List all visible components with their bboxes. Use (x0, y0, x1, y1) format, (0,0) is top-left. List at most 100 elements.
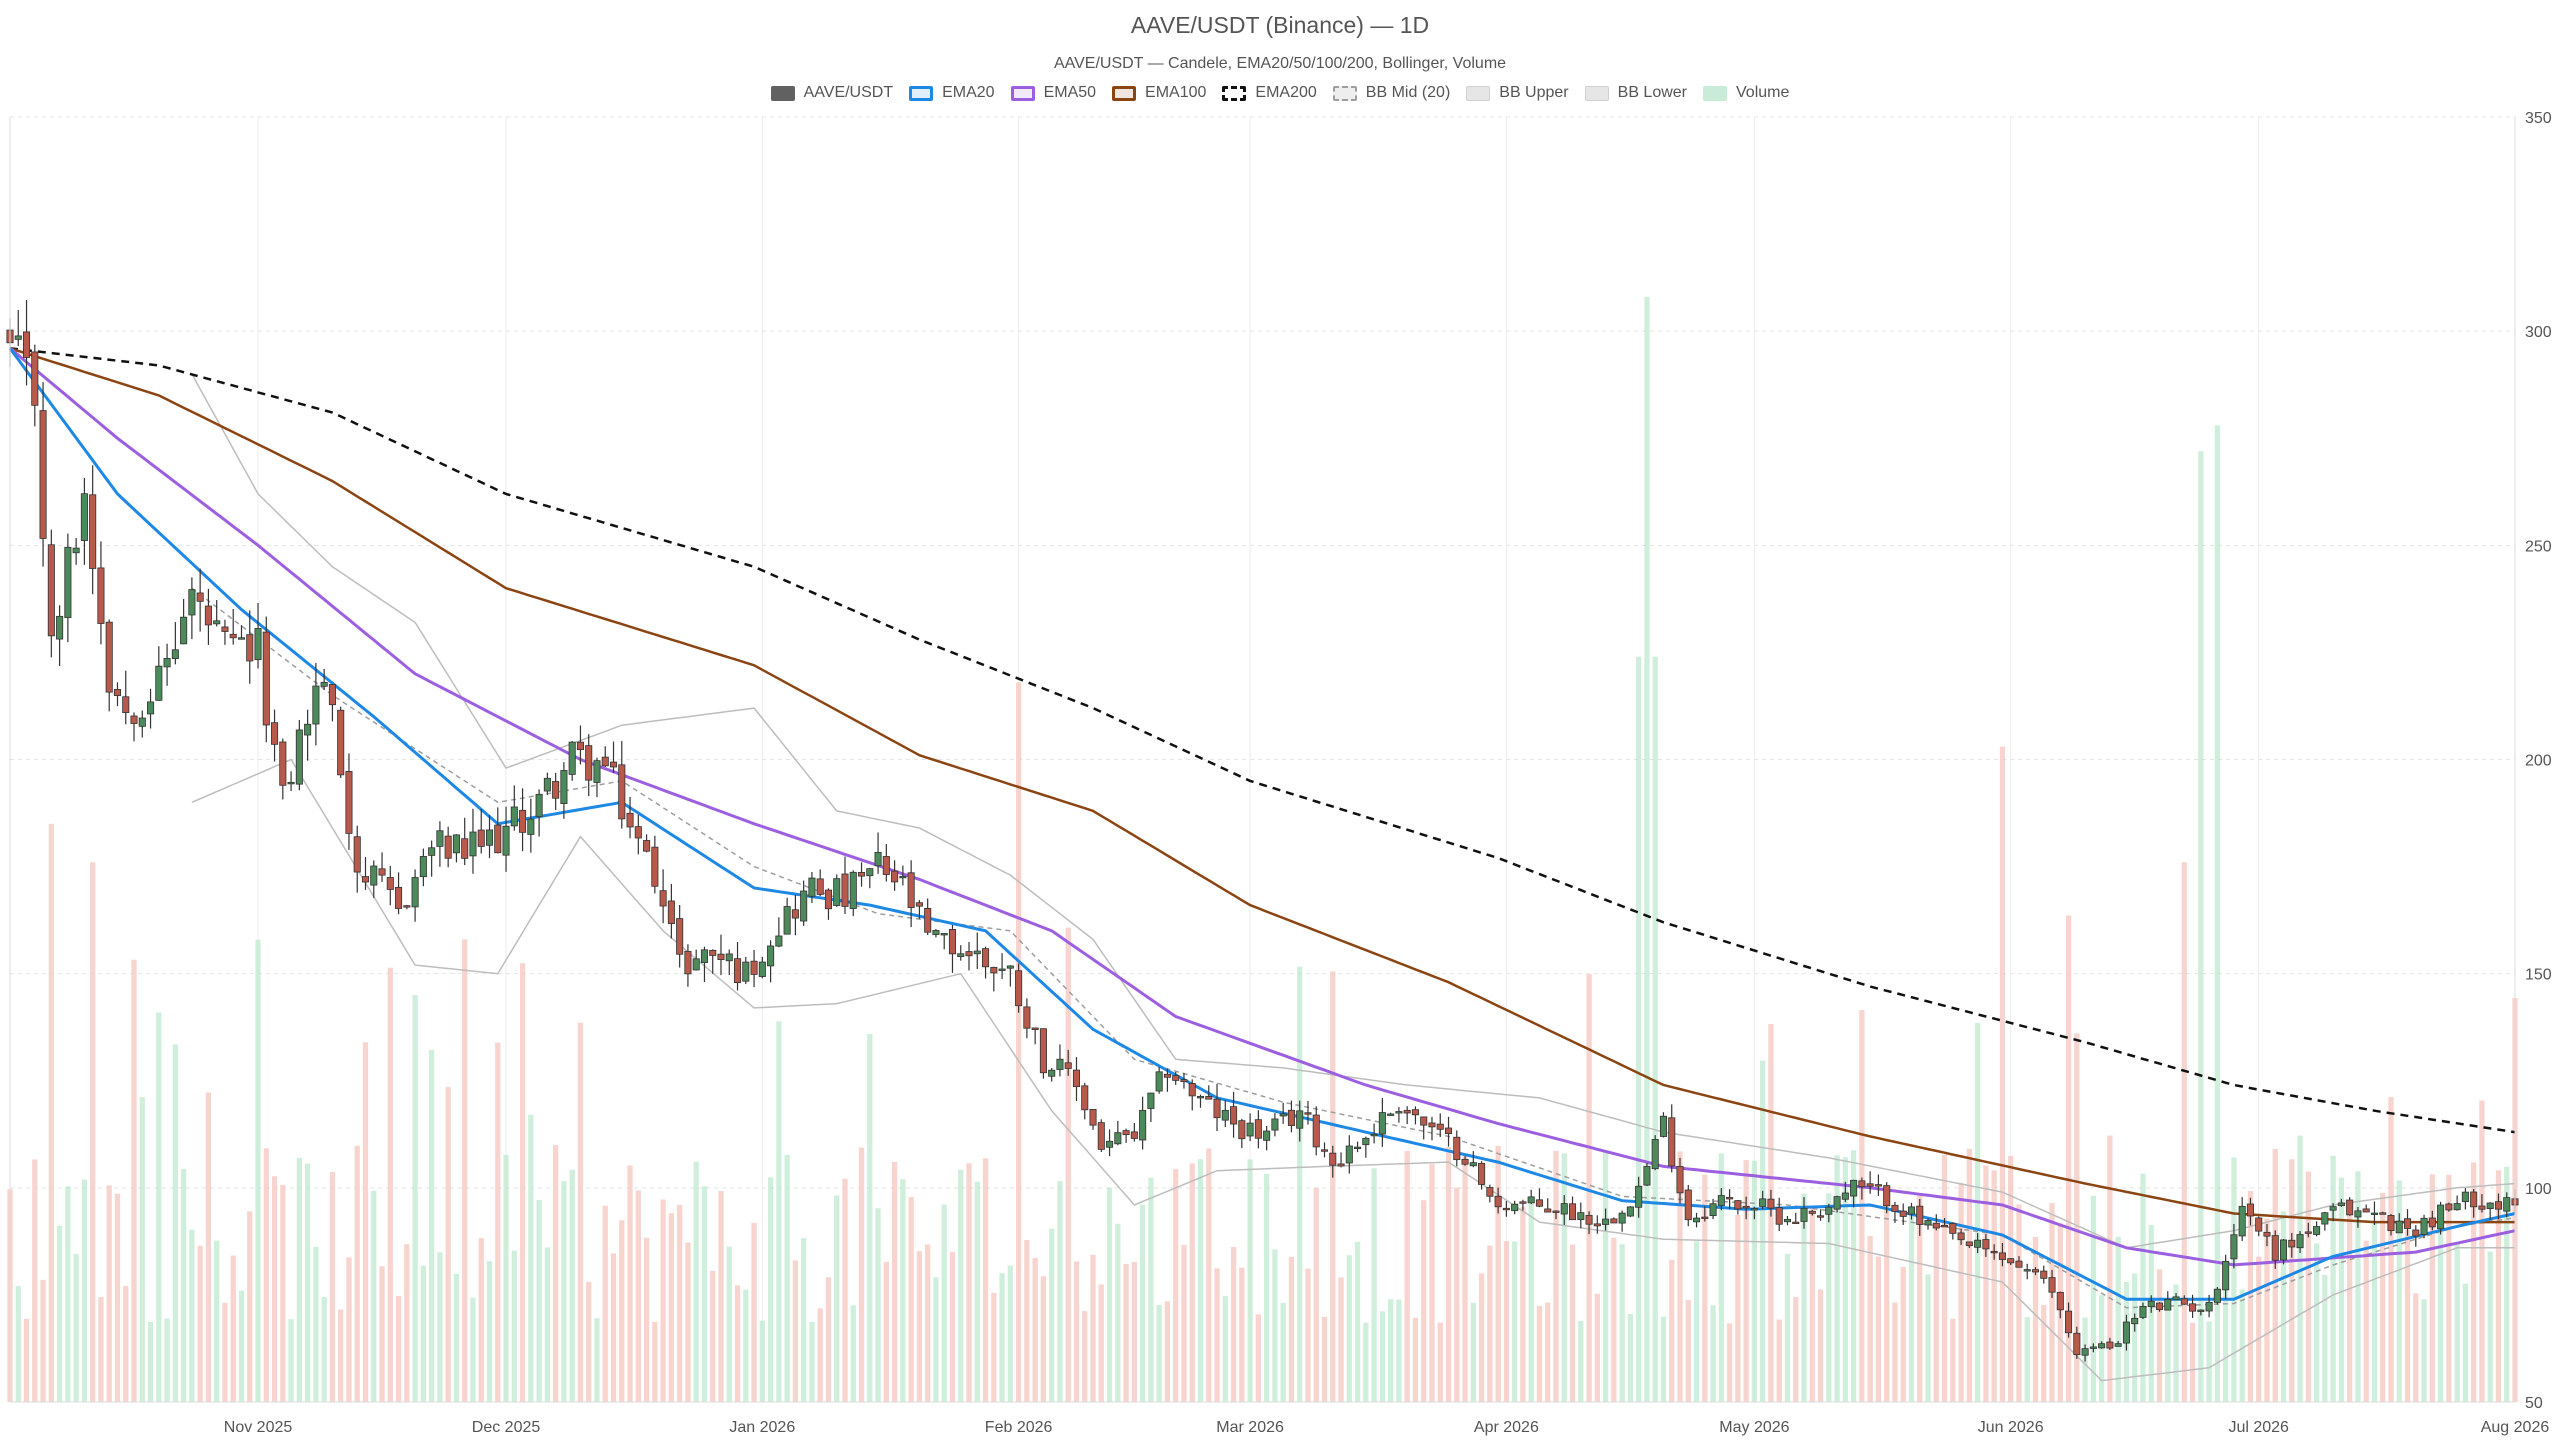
volume-bar (65, 1186, 71, 1402)
volume-bar (90, 862, 96, 1402)
volume-bar (825, 1277, 832, 1402)
candle-body (1337, 1163, 1345, 1167)
candle (47, 529, 55, 658)
candle-body (1519, 1201, 1527, 1204)
candle-body (2147, 1300, 2155, 1308)
candle-body (2073, 1332, 2081, 1355)
ema100-line (9, 347, 2515, 1224)
volume-bar (2380, 1192, 2386, 1402)
volume-bar (346, 1257, 352, 1402)
volume-bar (255, 939, 261, 1402)
volume-bar (1536, 1305, 1543, 1402)
candle-body (2503, 1197, 2511, 1212)
candle (1709, 1198, 1717, 1220)
candle (419, 848, 427, 887)
candle (1122, 1128, 1130, 1143)
candle (113, 682, 122, 707)
candle-body (1792, 1221, 1800, 1225)
axes: 50 100 150 200 250 300 350 Nov 2025 Dec 2025 Jan … (9, 110, 2552, 1436)
candle-body (1684, 1189, 1692, 1221)
candle (1941, 1217, 1949, 1228)
candle-body (1230, 1106, 1238, 1125)
candle-body (1511, 1203, 1519, 1212)
candle (2412, 1225, 2420, 1247)
legend-swatch-bbupper (1466, 85, 1491, 101)
volume-bar (1586, 974, 1592, 1402)
candle-body (1808, 1210, 1816, 1214)
candle (585, 734, 593, 797)
volume-bar (404, 1244, 410, 1402)
candle (1304, 1100, 1312, 1125)
volume-bar (395, 1295, 402, 1402)
candle (2461, 1188, 2469, 1210)
candle-body (2428, 1217, 2436, 1228)
volume-bar (2181, 862, 2187, 1402)
candle (2205, 1294, 2213, 1318)
candle-body (469, 831, 477, 857)
volume-bar (1983, 1165, 1989, 1402)
candle-body (899, 875, 907, 879)
candle-body (1320, 1149, 1329, 1152)
candle-body (2164, 1298, 2172, 1311)
volume-bar (1230, 1246, 1237, 1402)
candle (386, 865, 394, 906)
candle-body (1486, 1187, 1494, 1197)
candle (196, 568, 204, 632)
candle (2370, 1201, 2378, 1225)
candle-body (1172, 1075, 1180, 1081)
volume-bar (147, 1321, 154, 1402)
candle-body (2089, 1346, 2097, 1349)
candle-body (717, 953, 725, 961)
volume-bar (1941, 1154, 1948, 1402)
volume-bar (1148, 1177, 1154, 1402)
candle (1717, 1188, 1725, 1211)
candle-body (1461, 1158, 1469, 1165)
candle-body (1990, 1250, 1998, 1254)
candle-body (2478, 1205, 2486, 1210)
candle-body (1180, 1079, 1188, 1082)
volume-bar (577, 1022, 584, 1402)
volume-bar (1900, 1267, 1906, 1402)
candle (2122, 1314, 2130, 1351)
candle (1221, 1100, 1229, 1128)
candle (2321, 1211, 2329, 1231)
volume-bar (1057, 1181, 1063, 1402)
volume-bar (1892, 1302, 1898, 1402)
candle (1726, 1189, 1734, 1210)
candle (2040, 1265, 2048, 1284)
candle (915, 900, 923, 919)
volume-bar (362, 1042, 369, 1402)
candle (841, 856, 849, 914)
volume-bar (2223, 1270, 2229, 1402)
candle (1362, 1136, 1370, 1158)
volume-bar (2322, 1275, 2328, 1402)
legend-swatch-ema100 (1112, 85, 1137, 101)
candle (180, 598, 188, 645)
x-tick-label: Jan 2026 (729, 1419, 795, 1436)
candle (725, 949, 733, 976)
candle-body (1941, 1224, 1949, 1228)
candle-body (1602, 1218, 1610, 1225)
candle-body (1783, 1218, 1792, 1223)
volume-bar (726, 1246, 732, 1402)
chart-subtitle: AAVE/USDT — Candele, EMA20/50/100/200, B… (1053, 55, 1507, 72)
volume-bar (1826, 1193, 1832, 1402)
candle (750, 949, 758, 988)
legend-item-ema200: EMA200 (1222, 84, 1317, 102)
candle (2007, 1258, 2015, 1265)
volume-bar (1330, 971, 1336, 1402)
volume-bar (1404, 1150, 1410, 1402)
volume-bar (1214, 1268, 1220, 1402)
candle (692, 949, 700, 971)
candle-body (64, 546, 72, 618)
candle (1139, 1096, 1147, 1150)
candle-body (568, 741, 576, 775)
candle (1453, 1130, 1461, 1167)
legend-label-ema100: EMA100 (1145, 84, 1207, 101)
volume-bar (478, 1238, 484, 1402)
candle-body (2470, 1191, 2478, 1208)
candle (2279, 1238, 2288, 1265)
candle (1949, 1222, 1957, 1240)
volume-bar (1677, 1151, 1683, 1402)
candle (452, 834, 460, 863)
